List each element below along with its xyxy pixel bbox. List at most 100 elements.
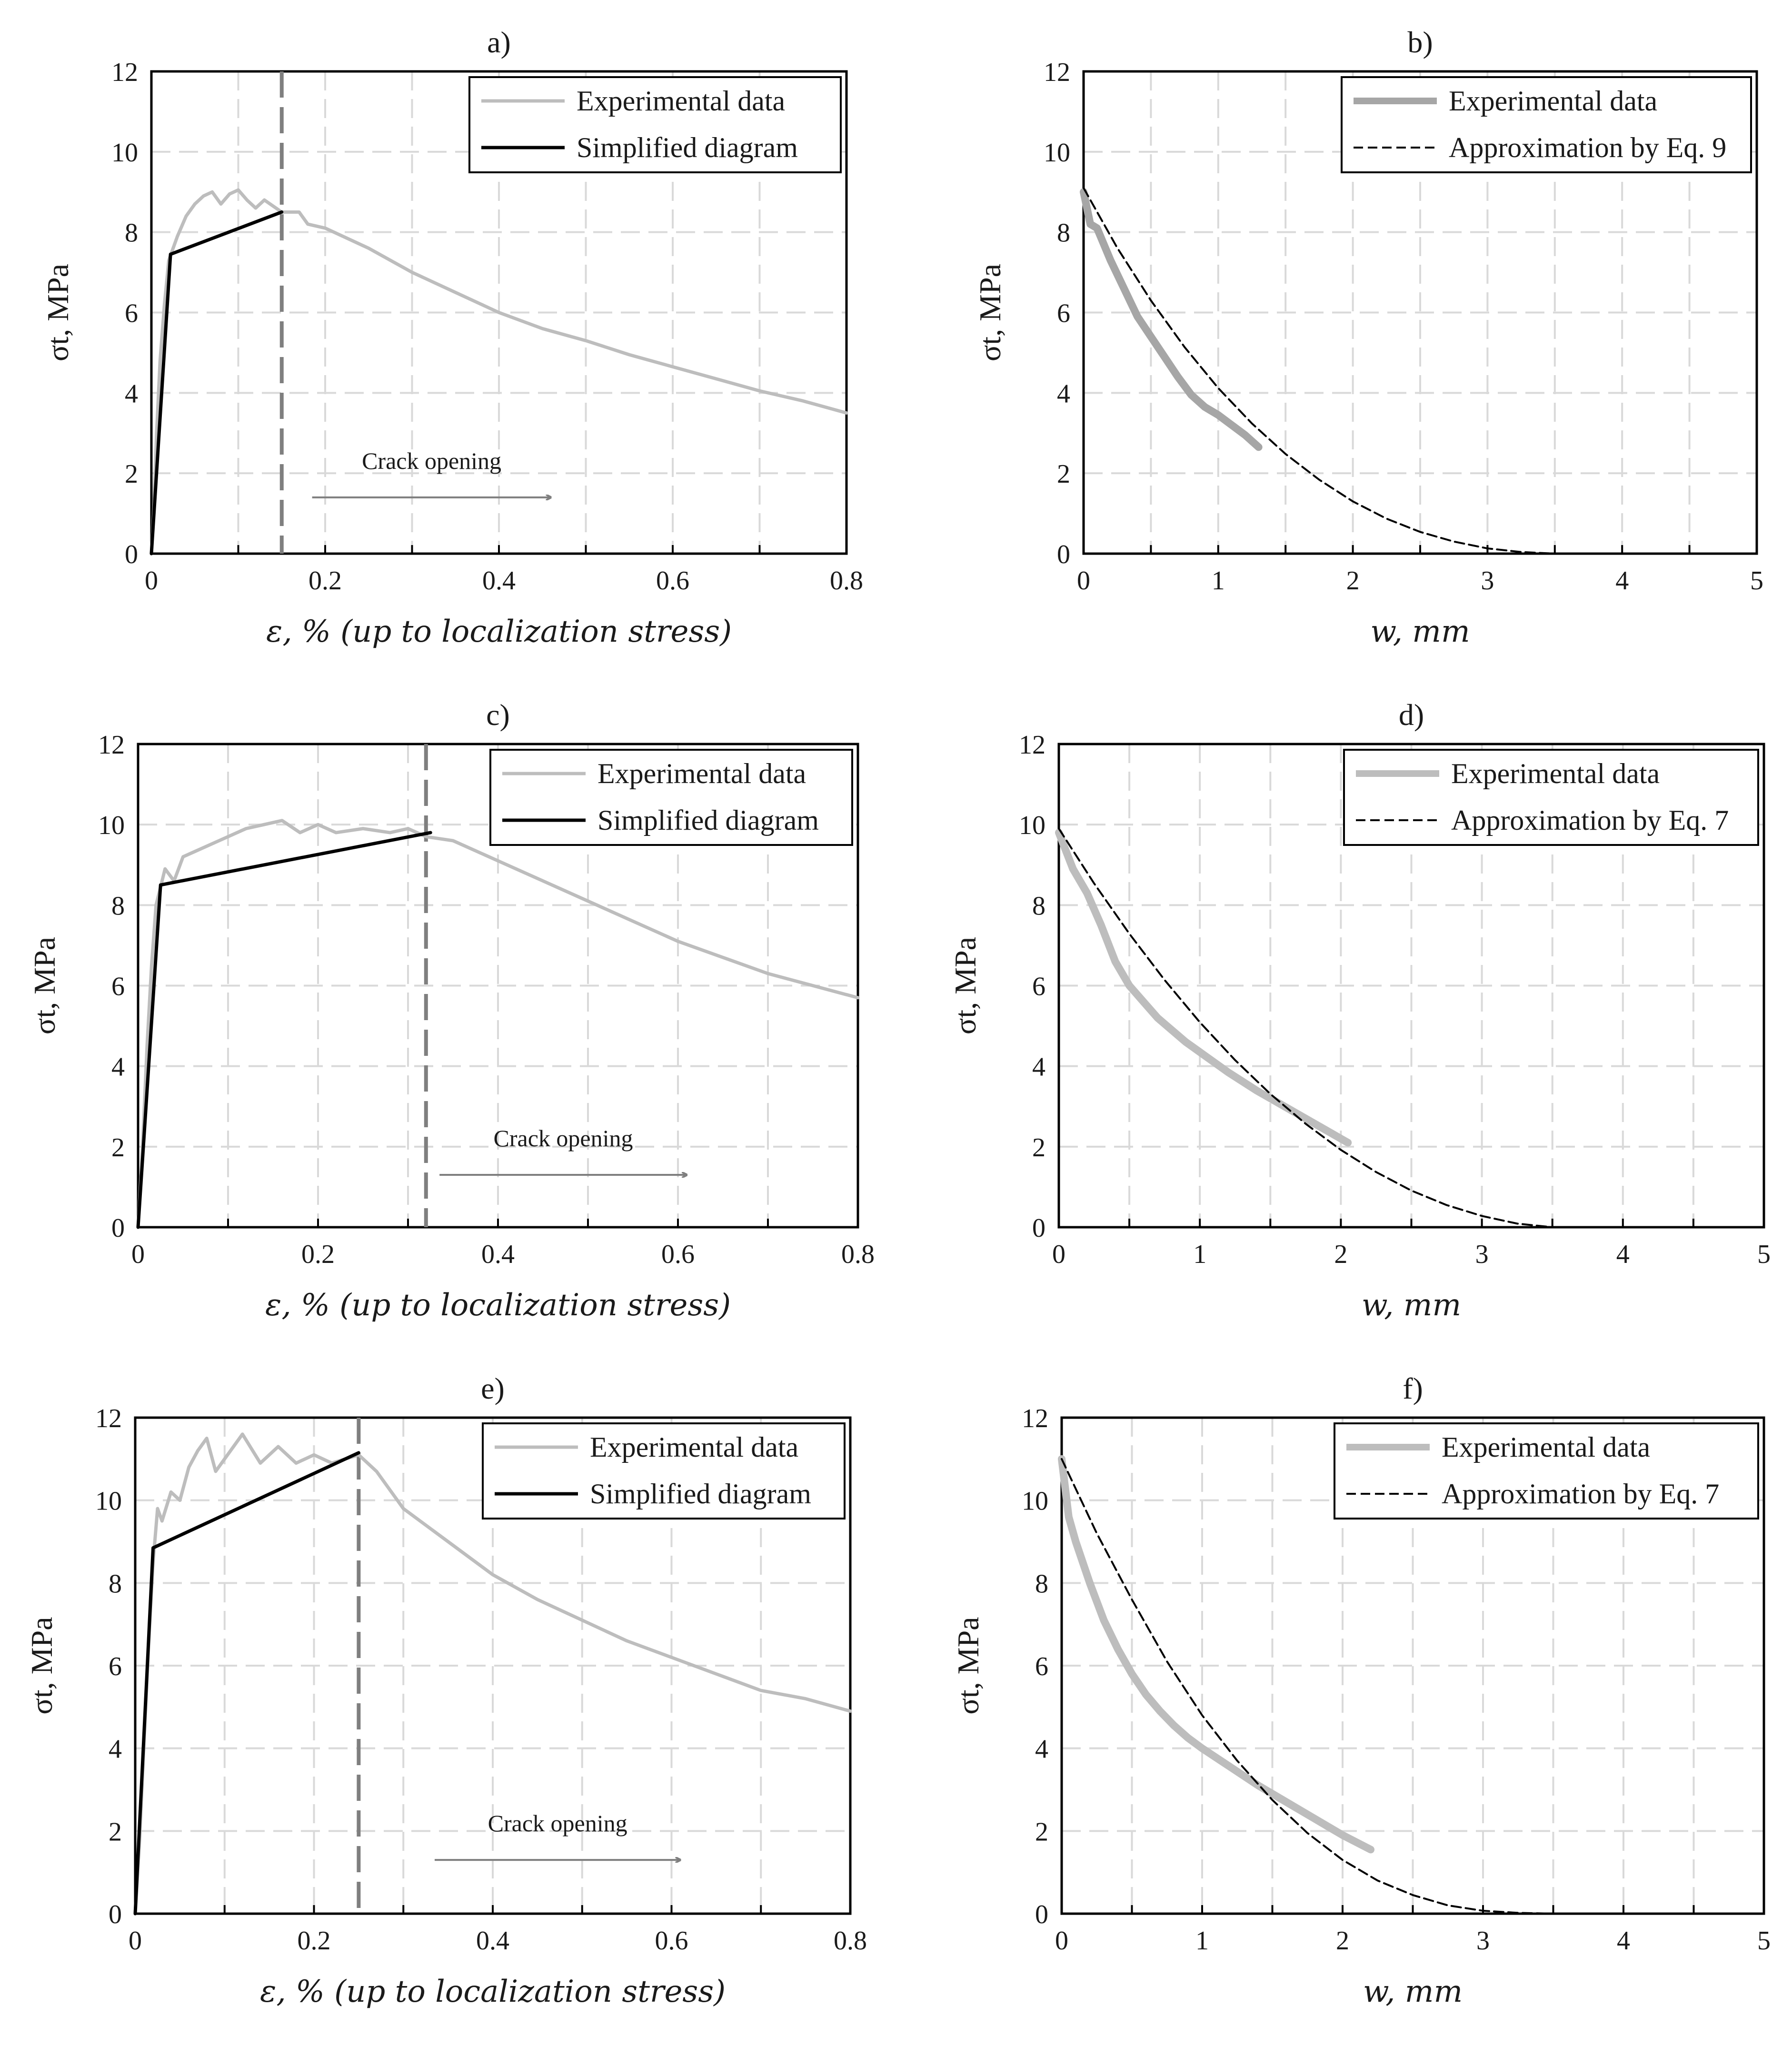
x-tick-label: 4 bbox=[1616, 1240, 1630, 1269]
crack-opening-label: Crack opening bbox=[362, 447, 501, 474]
x-tick-label: 3 bbox=[1475, 1240, 1489, 1269]
x-tick-label: 3 bbox=[1481, 566, 1494, 596]
x-tick-label: 0.6 bbox=[661, 1240, 695, 1269]
panel-title: b) bbox=[1407, 25, 1433, 59]
y-tick-label: 8 bbox=[109, 1569, 122, 1599]
x-tick-label: 3 bbox=[1476, 1926, 1490, 1956]
x-tick-label: 0 bbox=[1077, 566, 1090, 596]
x-tick-label: 0 bbox=[145, 566, 158, 596]
series-line-0 bbox=[1080, 188, 1263, 451]
y-tick-label: 0 bbox=[1032, 1213, 1045, 1243]
y-tick-label: 8 bbox=[111, 891, 125, 921]
legend-box bbox=[482, 1422, 846, 1520]
x-axis-label: w, mm bbox=[1370, 614, 1470, 649]
y-tick-label: 6 bbox=[1032, 972, 1045, 1002]
x-tick-label: 0.4 bbox=[482, 566, 516, 596]
y-tick-label: 8 bbox=[1032, 891, 1045, 921]
x-tick-label: 2 bbox=[1336, 1926, 1349, 1956]
y-axis-label: σt, MPa bbox=[41, 264, 75, 361]
legend: Experimental data Simplified diagram bbox=[468, 76, 842, 173]
x-tick-label: 2 bbox=[1334, 1240, 1347, 1269]
legend-label-1: Approximation by Eq. 7 bbox=[1442, 1478, 1719, 1510]
y-tick-label: 8 bbox=[1035, 1569, 1048, 1599]
panel-title: d) bbox=[1399, 698, 1424, 732]
series-line-1 bbox=[1083, 187, 1556, 555]
y-tick-label: 0 bbox=[125, 540, 138, 569]
legend-label-0: Experimental data bbox=[597, 758, 806, 789]
y-tick-label: 4 bbox=[1032, 1053, 1045, 1082]
x-axis-label: ε, % (up to localization stress) bbox=[265, 1288, 731, 1323]
x-tick-label: 0 bbox=[1052, 1240, 1065, 1269]
series-line-0 bbox=[133, 1432, 852, 1916]
chart-a: 0 0.2 0.4 0.6 0.8 0 2 4 6 8 10 12 a) ε, % (up to loca… bbox=[41, 25, 863, 649]
y-tick-label: 12 bbox=[1022, 1404, 1048, 1433]
x-tick-label: 0 bbox=[129, 1926, 142, 1956]
y-axis-label: σt, MPa bbox=[948, 937, 982, 1034]
chart-c: 0 0.2 0.4 0.6 0.8 0 2 4 6 8 10 12 c) ε, % (up to loca… bbox=[28, 698, 875, 1323]
y-tick-label: 10 bbox=[95, 1487, 122, 1516]
y-tick-label: 0 bbox=[1057, 540, 1070, 569]
y-tick-label: 10 bbox=[1019, 811, 1045, 840]
legend-label-1: Simplified diagram bbox=[577, 132, 798, 163]
x-tick-label: 0.4 bbox=[481, 1240, 515, 1269]
x-tick-label: 0 bbox=[131, 1240, 145, 1269]
y-tick-label: 6 bbox=[1035, 1652, 1048, 1681]
y-tick-label: 10 bbox=[1044, 138, 1070, 168]
panel-title: a) bbox=[487, 25, 511, 59]
series-line-1 bbox=[1058, 827, 1553, 1228]
y-tick-label: 2 bbox=[1035, 1817, 1048, 1847]
x-tick-label: 0.2 bbox=[309, 566, 342, 596]
y-axis-label: σt, MPa bbox=[951, 1617, 985, 1714]
y-tick-label: 0 bbox=[111, 1213, 125, 1243]
legend: Experimental data Approximation by Eq. 7 bbox=[1334, 1422, 1759, 1520]
legend-label-0: Experimental data bbox=[1442, 1431, 1650, 1463]
series-line-0 bbox=[1055, 829, 1352, 1147]
y-axis-label: σt, MPa bbox=[28, 937, 61, 1034]
y-tick-label: 12 bbox=[1044, 58, 1070, 87]
x-tick-label: 5 bbox=[1757, 1240, 1771, 1269]
series-line-1 bbox=[1061, 1458, 1554, 1915]
x-tick-label: 4 bbox=[1617, 1926, 1630, 1956]
y-tick-label: 4 bbox=[1057, 379, 1070, 408]
crack-opening-label: Crack opening bbox=[494, 1125, 633, 1152]
y-tick-label: 4 bbox=[125, 379, 138, 408]
series-line-1 bbox=[133, 1451, 360, 1916]
y-tick-label: 10 bbox=[98, 811, 125, 840]
x-axis-label: w, mm bbox=[1362, 1288, 1461, 1323]
panel-title: e) bbox=[481, 1371, 505, 1405]
x-tick-label: 0.8 bbox=[834, 1926, 867, 1956]
legend: Experimental data Simplified diagram bbox=[482, 1422, 846, 1520]
x-tick-label: 1 bbox=[1212, 566, 1225, 596]
y-axis-label: σt, MPa bbox=[973, 264, 1007, 361]
legend-box bbox=[1334, 1422, 1759, 1520]
panel-title: c) bbox=[486, 698, 510, 732]
panel-title: f) bbox=[1403, 1371, 1423, 1405]
x-tick-label: 0.2 bbox=[298, 1926, 331, 1956]
y-tick-label: 6 bbox=[109, 1652, 122, 1681]
legend-label-0: Experimental data bbox=[1449, 85, 1657, 117]
x-tick-label: 0.6 bbox=[655, 1926, 688, 1956]
legend-box bbox=[468, 76, 842, 173]
series-line-0 bbox=[1058, 1455, 1374, 1854]
x-tick-label: 1 bbox=[1195, 1926, 1209, 1956]
y-tick-label: 10 bbox=[111, 138, 138, 168]
x-tick-label: 0.6 bbox=[656, 566, 689, 596]
y-tick-label: 0 bbox=[1035, 1900, 1048, 1929]
series-line-1 bbox=[149, 210, 284, 556]
crack-opening-label: Crack opening bbox=[488, 1810, 627, 1837]
legend-label-1: Approximation by Eq. 7 bbox=[1451, 805, 1729, 836]
series-line-1 bbox=[136, 831, 432, 1229]
legend: Experimental data Approximation by Eq. 9 bbox=[1341, 76, 1752, 173]
y-tick-label: 12 bbox=[95, 1404, 122, 1433]
y-tick-label: 4 bbox=[111, 1053, 125, 1082]
x-tick-label: 5 bbox=[1750, 566, 1763, 596]
x-tick-label: 0.8 bbox=[830, 566, 863, 596]
legend-label-1: Simplified diagram bbox=[590, 1478, 811, 1510]
legend-box bbox=[489, 749, 853, 846]
y-tick-label: 6 bbox=[1057, 299, 1070, 328]
y-tick-label: 2 bbox=[1032, 1133, 1045, 1162]
y-tick-label: 2 bbox=[109, 1817, 122, 1847]
